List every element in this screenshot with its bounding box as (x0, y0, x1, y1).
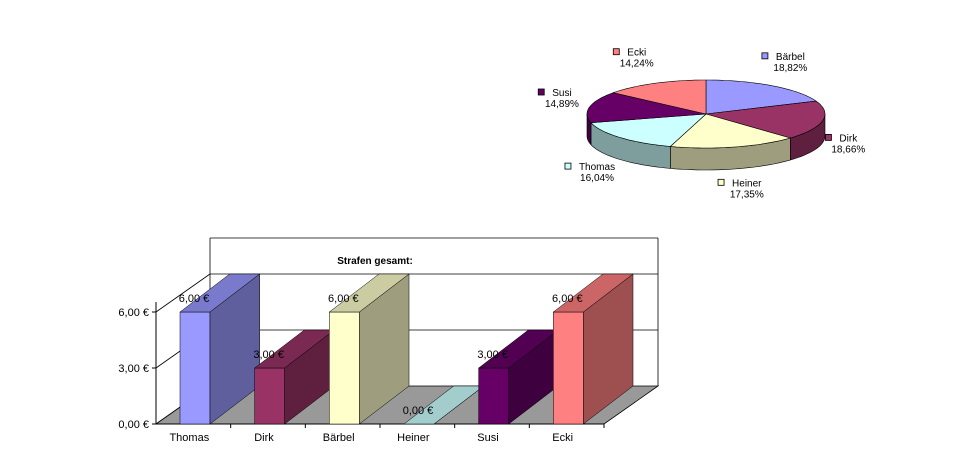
pie-legend-key (537, 88, 545, 96)
pie-slice-heiner (669, 113, 792, 149)
pie-legend-key (612, 48, 620, 56)
pie-label-percent: 14,89% (545, 99, 579, 110)
pie-label-name: Heiner (732, 178, 762, 189)
bar-value-label: 3,00 € (477, 349, 508, 361)
pie-label-name: Bärbel (776, 52, 805, 63)
bar-front (553, 311, 584, 425)
pie-label-name: Thomas (579, 162, 615, 173)
bar-value-label: 3,00 € (253, 349, 284, 361)
bar-front (478, 367, 509, 425)
pie-label-name: Dirk (839, 133, 858, 144)
gridline-side (155, 273, 211, 313)
x-tick-label: Bärbel (323, 432, 355, 444)
bar-chart: Strafen gesamt: 0,00 €3,00 €6,00 €6,00 €… (118, 237, 660, 444)
pie-legend-key (761, 52, 769, 60)
bar-baerbel: 6,00 € (328, 273, 410, 425)
bar-value-label: 6,00 € (179, 293, 210, 305)
pie-label-percent: 18,82% (773, 63, 807, 74)
bar-ecki: 6,00 € (552, 273, 634, 425)
pie-slice-ecki (612, 79, 707, 115)
pie-label-percent: 17,35% (730, 189, 764, 200)
pie-label-percent: 14,24% (620, 59, 654, 70)
pie-slice-thomas (590, 113, 707, 147)
x-tick-label: Ecki (552, 432, 573, 444)
pie-slice-dirk (705, 100, 826, 139)
bar-dirk: 3,00 € (253, 329, 336, 425)
bar-chart-title: Strafen gesamt: (337, 256, 413, 267)
pie-label-percent: 16,04% (580, 173, 614, 184)
bar-value-label: 6,00 € (552, 293, 583, 305)
pie-label-percent: 18,66% (831, 144, 865, 155)
pie-legend-key (717, 178, 725, 186)
pie-legend-key (825, 134, 832, 141)
x-tick-label: Susi (477, 432, 498, 444)
y-tick-labels: 0,00 € 3,00 € 6,00 € (118, 307, 156, 431)
bar-susi: 3,00 € (477, 329, 560, 425)
pie-label-name: Ecki (627, 48, 646, 59)
bar-front (329, 311, 360, 425)
y-tick-label: 3,00 € (118, 363, 149, 375)
bar-top (552, 273, 634, 313)
x-tick-label: Dirk (254, 432, 274, 444)
pie-slice-baerbel (705, 79, 817, 115)
pie-legend-key (564, 162, 572, 170)
y-tick-label: 6,00 € (118, 307, 149, 319)
bar-top (328, 273, 410, 313)
y-tick-label: 0,00 € (118, 419, 149, 431)
x-tick-label: Heiner (397, 432, 430, 444)
bar-value-label: 6,00 € (328, 293, 359, 305)
bar-value-label: 0,00 € (403, 405, 434, 417)
bar-front (179, 311, 211, 425)
pie-slice-susi (586, 92, 707, 124)
bars: 6,00 € 3,00 € 6,00 € 0,00 € 3,00 € 6,00 € (179, 273, 634, 425)
x-tick-label: Thomas (169, 432, 209, 444)
bar-thomas: 6,00 € (179, 273, 261, 425)
bar-front (254, 367, 285, 425)
pie-label-name: Susi (552, 88, 571, 99)
bar-top (179, 273, 261, 313)
